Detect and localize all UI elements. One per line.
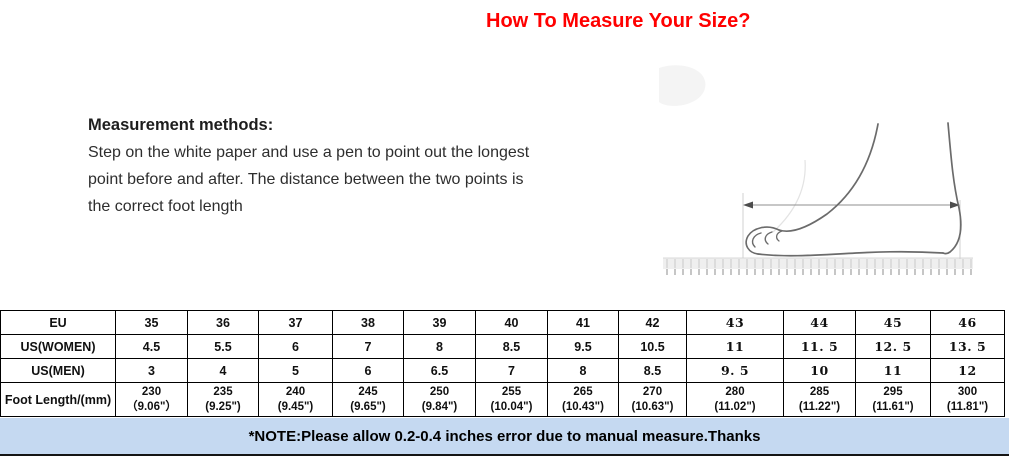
size-cell: 10 [783,358,856,383]
size-cell: 11 [686,334,784,359]
table-row-eu: EU 35 36 37 38 39 40 41 42 43 44 45 46 [0,310,1005,335]
foot-length-inch: (11.61") [872,400,914,413]
size-cell: 12 [930,358,1005,383]
size-cell: 9.5 [547,334,619,359]
size-cell: 38 [332,310,404,335]
size-cell: 11 [855,358,931,383]
foot-length-inch: (10.04") [490,400,533,413]
size-cell: 12. 5 [855,334,931,359]
foot-length-mm: 295 [883,385,903,398]
size-cell: 35 [115,310,188,335]
size-cell: 255 (10.04") [475,382,548,417]
foot-length-mm: 300 [957,385,978,398]
size-cell: 235 (9.25") [187,382,259,417]
foot-length-mm: 265 [573,385,593,398]
instructions-line: point before and after. The distance bet… [88,171,524,188]
foot-length-mm: 250 [429,385,450,398]
foot-measure-illustration [655,62,1005,290]
size-cell: 8.5 [475,334,548,359]
row-label-foot-length: Foot Length/(mm) [0,382,116,417]
foot-length-inch: (11.22") [798,400,841,413]
size-cell: 7 [332,334,404,359]
size-cell: 11. 5 [783,334,856,359]
size-cell: 8 [547,358,619,383]
size-cell: 45 [855,310,931,335]
table-row-us-women: US(WOMEN) 4.5 5.5 6 7 8 8.5 9.5 10.5 11 … [0,334,1005,359]
size-cell: 250 (9.84") [403,382,476,417]
foot-length-mm: 255 [501,385,522,398]
size-cell: 39 [403,310,476,335]
size-cell: 46 [930,310,1005,335]
foot-length-mm: 240 [285,385,306,398]
instructions-heading: Measurement methods: [88,116,274,134]
size-cell: 6.5 [403,358,476,383]
foot-length-inch: （9.06"） [126,400,177,413]
size-cell: 4.5 [115,334,188,359]
foot-length-inch: (10.63") [631,400,674,413]
measurement-instructions: Measurement methods: Step on the white p… [88,112,529,220]
size-chart-table: EU 35 36 37 38 39 40 41 42 43 44 45 46 U… [0,310,1005,417]
size-cell: 3 [115,358,188,383]
table-row-us-men: US(MEN) 3 4 5 6 6.5 7 8 8.5 9. 5 10 11 1… [0,358,1005,383]
foot-length-inch: (9.65") [350,400,386,413]
size-cell: 43 [686,310,784,335]
size-cell: 40 [475,310,548,335]
size-cell: 280 (11.02") [686,382,784,417]
size-cell: 245 (9.65") [332,382,404,417]
size-cell: 6 [332,358,404,383]
size-cell: 6 [258,334,333,359]
foot-length-mm: 280 [725,385,745,398]
instructions-line: Step on the white paper and use a pen to… [88,144,530,161]
foot-length-inch: (9.84") [421,400,458,413]
page-title: How To Measure Your Size? [486,10,751,32]
size-cell: 300 (11.81") [930,382,1005,417]
size-cell: 240 (9.45") [258,382,333,417]
size-cell: 5.5 [187,334,259,359]
size-cell: 285 (11.22") [783,382,856,417]
row-label-eu: EU [0,310,116,335]
foot-length-inch: (11.02") [714,400,756,413]
foot-length-mm: 285 [809,385,830,398]
size-cell: 42 [618,310,687,335]
instructions-line: the correct foot length [88,198,243,215]
foot-length-inch: (11.81") [946,400,989,413]
foot-length-inch: (9.25") [205,400,241,413]
size-cell: 7 [475,358,548,383]
size-cell: 13. 5 [930,334,1005,359]
size-cell: 44 [783,310,856,335]
foot-length-mm: 270 [642,385,663,398]
size-cell: 265 (10.43") [547,382,619,417]
foot-length-inch: (9.45") [277,400,314,413]
foot-length-inch: (10.43") [562,400,604,413]
size-cell: 9. 5 [686,358,784,383]
size-cell: 37 [258,310,333,335]
foot-length-mm: 235 [213,385,233,398]
row-label-us-men: US(MEN) [0,358,116,383]
size-cell: 295 (11.61") [855,382,931,417]
size-cell: 8 [403,334,476,359]
foot-length-mm: 245 [358,385,378,398]
size-cell: 8.5 [618,358,687,383]
foot-length-mm: 230 [141,385,162,398]
note-banner: *NOTE:Please allow 0.2-0.4 inches error … [0,418,1009,456]
size-chart-section: EU 35 36 37 38 39 40 41 42 43 44 45 46 U… [0,310,1009,456]
size-cell: 36 [187,310,259,335]
size-cell: 41 [547,310,619,335]
table-row-foot-length: Foot Length/(mm) 230 （9.06"） 235 (9.25") 2… [0,382,1005,417]
size-cell: 4 [187,358,259,383]
row-label-us-women: US(WOMEN) [0,334,116,359]
size-cell: 5 [258,358,333,383]
size-cell: 10.5 [618,334,687,359]
size-cell: 270 (10.63") [618,382,687,417]
size-cell: 230 （9.06"） [115,382,188,417]
foot-on-ruler-sketch-icon [659,65,973,275]
